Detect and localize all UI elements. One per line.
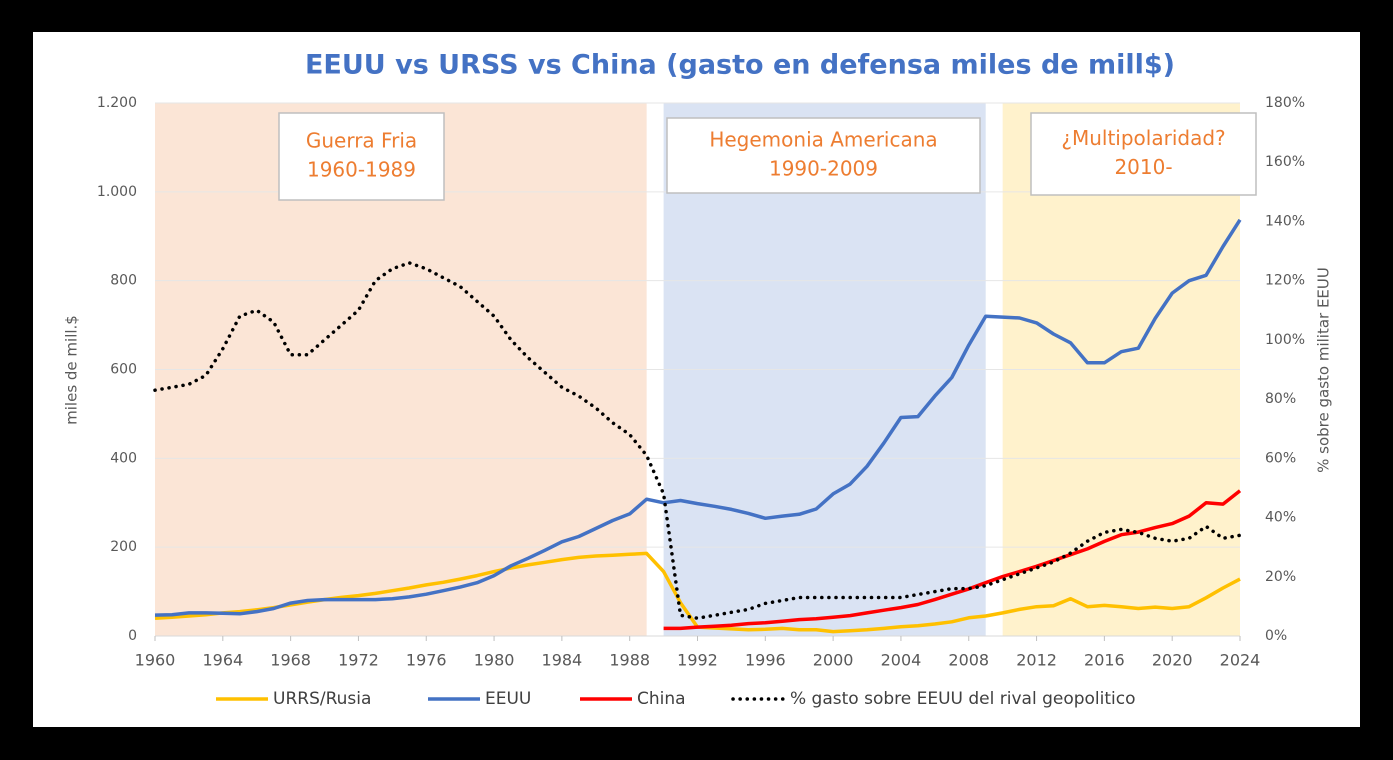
x-tick-label: 1968 [270,651,311,670]
x-tick-label: 1976 [406,651,447,670]
x-tick-label: 2000 [813,651,854,670]
y-axis-label: miles de mill.$ [63,315,81,425]
annotation-text: 1990-2009 [769,157,878,181]
y2-tick-label: 0% [1265,628,1287,644]
annotation-text: 2010- [1114,155,1172,179]
chart-title: EEUU vs URSS vs China (gasto en defensa … [305,50,1175,81]
y-tick-label: 200 [110,539,137,555]
annotation-text: Guerra Fria [306,129,417,153]
y2-tick-label: 80% [1265,391,1296,407]
annotation-box [278,112,445,201]
y-tick-label: 1.200 [97,95,137,111]
x-tick-label: 2024 [1220,651,1261,670]
x-tick-label: 1996 [745,651,786,670]
legend-label: % gasto sobre EEUU del rival geopolitico [790,689,1136,709]
x-tick-label: 2012 [1016,651,1057,670]
series-line [153,261,1242,620]
y-tick-label: 400 [110,450,137,466]
y2-tick-label: 20% [1265,569,1296,585]
x-tick-label: 1992 [677,651,718,670]
x-tick-label: 1964 [202,651,243,670]
annotation-text: ¿Multipolaridad? [1061,126,1225,150]
x-tick-label: 1988 [609,651,650,670]
x-tick-label: 2020 [1152,651,1193,670]
y2-tick-label: 100% [1265,332,1305,348]
y-tick-label: 600 [110,362,137,378]
x-tick-label: 2004 [881,651,922,670]
y2-tick-label: 60% [1265,450,1296,466]
x-tick-label: 2008 [948,651,989,670]
series-line [663,489,1242,631]
annotation-text: Hegemonia Americana [709,128,937,152]
y2-tick-label: 140% [1265,213,1305,229]
series-line [154,218,1242,617]
annotation-box [666,117,981,194]
y-tick-label: 1.000 [97,184,137,200]
x-tick-label: 1984 [542,651,583,670]
legend-label: China [637,689,686,709]
x-tick-label: 1960 [135,651,176,670]
y2-tick-label: 160% [1265,154,1305,170]
legend-label: EEUU [485,689,531,709]
annotation-text: 1960-1989 [307,158,416,182]
y-tick-label: 0 [128,628,137,644]
y-tick-label: 800 [110,273,137,289]
x-tick-label: 1972 [338,651,379,670]
y2-tick-label: 180% [1265,95,1305,111]
y2-tick-label: 40% [1265,510,1296,526]
y2-axis-label: % sobre gasto militar EEUU [1315,267,1333,473]
annotation-box [1030,112,1257,196]
x-tick-label: 2016 [1084,651,1125,670]
legend-label: URRS/Rusia [273,689,371,709]
x-tick-label: 1980 [474,651,515,670]
y2-tick-label: 120% [1265,273,1305,289]
